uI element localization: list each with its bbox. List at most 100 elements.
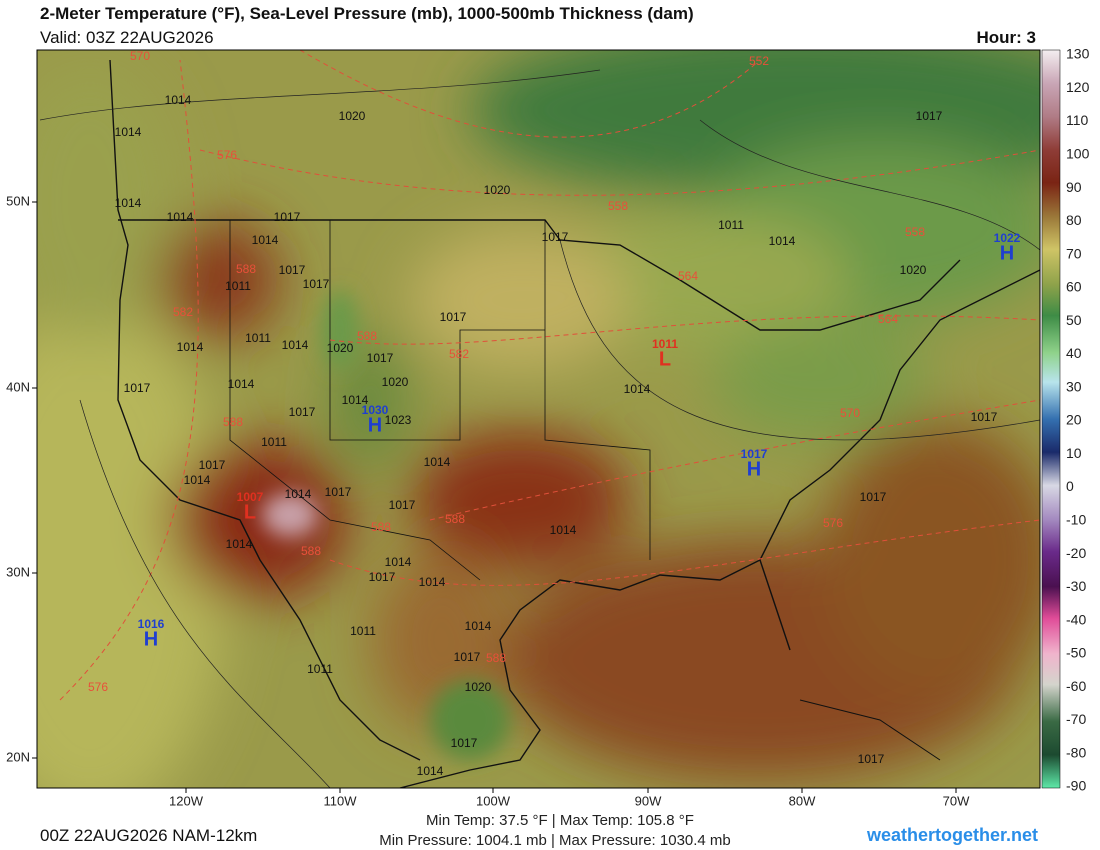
pressure-center-value: 1017: [741, 447, 768, 461]
isobar-label: 1014: [228, 377, 255, 391]
thickness-label: 582: [449, 347, 469, 361]
valid-time: Valid: 03Z 22AUG2026: [40, 28, 214, 47]
isobar-label: 1017: [199, 458, 226, 472]
colorbar-tick-label: -60: [1066, 678, 1086, 694]
colorbar-tick-label: 50: [1066, 312, 1082, 328]
thickness-label: 582: [173, 305, 193, 319]
lon-label: 70W: [943, 793, 970, 808]
isobar-label: 1017: [542, 230, 569, 244]
thickness-label: 588: [371, 520, 391, 534]
colorbar-tick-label: -10: [1066, 512, 1086, 528]
thickness-label: 576: [823, 516, 843, 530]
map-field: [37, 50, 1040, 788]
thickness-label: 558: [608, 199, 628, 213]
lat-label: 20N: [6, 749, 30, 764]
isobar-label: 1017: [303, 277, 330, 291]
thickness-label: 588: [445, 512, 465, 526]
colorbar-tick-label: 90: [1066, 179, 1082, 195]
isobar-label: 1011: [245, 331, 271, 345]
isobar-label: 1014: [424, 455, 451, 469]
isobar-label: 1020: [382, 375, 409, 389]
isobar-label: 1017: [860, 490, 887, 504]
colorbar-tick-label: 40: [1066, 345, 1082, 361]
pressure-center-letter: H: [368, 414, 382, 436]
colorbar-tick-label: -20: [1066, 545, 1086, 561]
title: 2-Meter Temperature (°F), Sea-Level Pres…: [40, 4, 694, 23]
colorbar-tick-label: -90: [1066, 778, 1086, 794]
pressure-center-letter: H: [747, 458, 761, 480]
colorbar-tick-label: 70: [1066, 245, 1082, 261]
colorbar-tick-label: -40: [1066, 611, 1086, 627]
forecast-hour: Hour: 3: [976, 28, 1037, 47]
isobar-label: 1014: [342, 393, 369, 407]
pressure-center-value: 1016: [138, 617, 165, 631]
thickness-label: 588: [223, 415, 243, 429]
isobar-label: 1011: [307, 662, 333, 676]
thickness-label: 588: [301, 544, 321, 558]
thickness-label: 576: [217, 148, 237, 162]
pressure-center-letter: H: [1000, 242, 1014, 264]
colorbar-tick-label: 30: [1066, 378, 1082, 394]
isobar-label: 1014: [769, 234, 796, 248]
isobar-label: 1014: [282, 338, 309, 352]
thickness-label: 570: [130, 49, 150, 63]
isobar-label: 1014: [417, 764, 444, 778]
isobar-label: 1014: [165, 93, 192, 107]
map-frame: [36, 49, 1041, 789]
pressure-center-letter: L: [244, 501, 256, 523]
colorbar-tick-label: 130: [1066, 46, 1090, 62]
colorbar-tick-label: 0: [1066, 478, 1074, 494]
thickness-label: 588: [357, 329, 377, 343]
lat-label: 30N: [6, 564, 30, 579]
isobar-label: 1014: [167, 210, 194, 224]
isobar-label: 1014: [115, 125, 142, 139]
isobar-label: 1014: [624, 382, 651, 396]
lon-label: 120W: [169, 793, 204, 808]
isobar-label: 1014: [419, 575, 446, 589]
isobar-label: 1020: [339, 109, 366, 123]
thickness-label: 588: [236, 262, 256, 276]
colorbar-tick-label: 20: [1066, 412, 1082, 428]
colorbar-tick-label: -50: [1066, 645, 1086, 661]
isobar-label: 1014: [465, 619, 492, 633]
isobar-label: 1014: [226, 537, 253, 551]
isobar-label: 1011: [225, 279, 251, 293]
isobar-label: 1017: [367, 351, 394, 365]
colorbar-tick-label: 60: [1066, 279, 1082, 295]
model-run: 00Z 22AUG2026 NAM-12km: [40, 826, 258, 845]
isobar-label: 1014: [385, 555, 412, 569]
isobar-label: 1017: [916, 109, 943, 123]
isobar-label: 1017: [454, 650, 481, 664]
thickness-label: 552: [749, 54, 769, 68]
lon-label: 100W: [476, 793, 511, 808]
temp-stats: Min Temp: 37.5 °F | Max Temp: 105.8 °F: [426, 812, 694, 829]
thickness-label: 576: [88, 680, 108, 694]
isobar-label: 1011: [718, 218, 744, 232]
isobar-label: 1014: [252, 233, 279, 247]
isobar-label: 1020: [484, 183, 511, 197]
isobar-label: 1014: [184, 473, 211, 487]
colorbar-tick-label: 80: [1066, 212, 1082, 228]
isobar-label: 1017: [289, 405, 316, 419]
isobar-label: 1011: [350, 624, 376, 638]
colorbar-tick-label: -80: [1066, 744, 1086, 760]
colorbar: [1041, 49, 1061, 789]
lat-label: 50N: [6, 193, 30, 208]
isobar-label: 1017: [325, 485, 352, 499]
lon-label: 90W: [635, 793, 662, 808]
isobar-label: 1011: [261, 435, 287, 449]
isobar-label: 1023: [385, 413, 412, 427]
isobar-label: 1017: [369, 570, 396, 584]
thickness-label: 564: [678, 269, 698, 283]
pressure-center-value: 1011: [652, 337, 678, 351]
isobar-label: 1014: [550, 523, 577, 537]
lat-label: 40N: [6, 379, 30, 394]
colorbar-tick-label: 10: [1066, 445, 1082, 461]
isobar-label: 1017: [274, 210, 301, 224]
pressure-center-value: 1007: [237, 490, 264, 504]
pressure-center-value: 1030: [362, 403, 389, 417]
isobar-label: 1020: [465, 680, 492, 694]
isobar-label: 1017: [389, 498, 416, 512]
thickness-label: 564: [878, 312, 898, 326]
